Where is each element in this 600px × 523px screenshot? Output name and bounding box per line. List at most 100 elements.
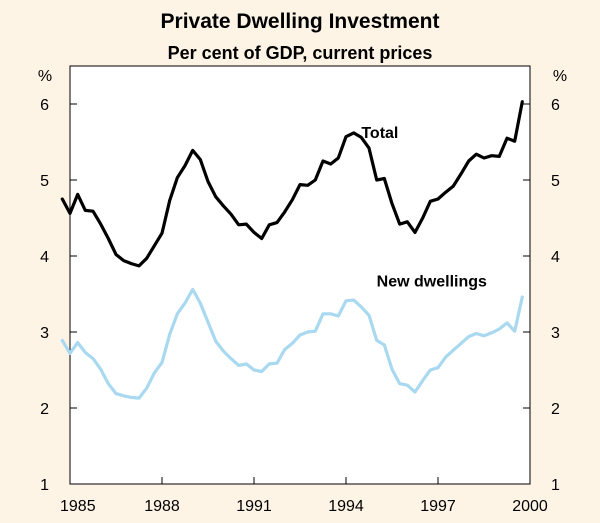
data-point-total [84, 209, 86, 211]
data-point-new-dwellings [422, 380, 424, 382]
data-point-total [245, 223, 247, 225]
data-point-new-dwellings [322, 313, 324, 315]
data-point-total [475, 153, 477, 155]
data-point-new-dwellings [100, 368, 102, 370]
data-point-new-dwellings [291, 342, 293, 344]
right-axis-unit: % [553, 68, 567, 85]
data-point-total [61, 198, 63, 200]
data-point-new-dwellings [498, 328, 500, 330]
data-point-new-dwellings [307, 331, 309, 333]
data-point-new-dwellings [207, 321, 209, 323]
data-point-new-dwellings [176, 313, 178, 315]
data-point-total [437, 198, 439, 200]
data-point-new-dwellings [92, 358, 94, 360]
data-point-new-dwellings [284, 349, 286, 350]
data-point-total [521, 101, 523, 103]
y-tick-label-right: 6 [551, 97, 560, 114]
data-point-new-dwellings [337, 315, 339, 317]
data-point-new-dwellings [460, 342, 462, 344]
x-tick-label: 1991 [236, 498, 272, 515]
data-point-total [176, 177, 178, 179]
data-point-total [215, 196, 217, 198]
data-point-total [483, 157, 485, 159]
data-point-new-dwellings [353, 299, 355, 301]
data-point-new-dwellings [245, 363, 247, 365]
data-point-total [261, 238, 263, 239]
data-point-total [115, 254, 117, 255]
data-point-new-dwellings [514, 330, 516, 332]
data-point-new-dwellings [483, 335, 485, 337]
data-point-total [391, 203, 393, 205]
data-point-new-dwellings [222, 350, 224, 352]
data-point-total [399, 223, 401, 225]
data-point-new-dwellings [199, 302, 201, 304]
data-point-new-dwellings [276, 362, 278, 364]
data-point-new-dwellings [491, 332, 493, 334]
data-point-total [376, 179, 378, 181]
y-tick-label-left: 6 [40, 97, 49, 114]
y-tick-label-right: 3 [551, 325, 560, 342]
left-axis-unit: % [38, 68, 52, 85]
data-point-total [299, 184, 301, 186]
data-point-new-dwellings [130, 396, 132, 398]
data-point-new-dwellings [368, 314, 370, 316]
data-point-new-dwellings [77, 342, 79, 344]
data-point-new-dwellings [69, 352, 71, 354]
x-tick-label: 1997 [420, 498, 456, 515]
y-tick-label-left: 4 [40, 249, 49, 266]
data-point-total [498, 155, 500, 157]
data-point-new-dwellings [169, 333, 171, 335]
data-point-total [468, 160, 470, 162]
data-point-new-dwellings [184, 302, 186, 304]
data-point-new-dwellings [475, 333, 477, 334]
data-point-total [460, 173, 462, 175]
data-point-new-dwellings [153, 372, 155, 374]
data-point-new-dwellings [107, 383, 109, 385]
y-tick-label-right: 2 [551, 401, 560, 418]
data-point-new-dwellings [376, 339, 378, 341]
data-point-total [330, 163, 332, 165]
data-point-new-dwellings [215, 340, 217, 342]
data-point-new-dwellings [383, 344, 385, 346]
data-point-total [238, 224, 240, 226]
data-point-total [360, 136, 362, 138]
data-point-total [368, 147, 370, 149]
data-point-new-dwellings [299, 334, 301, 336]
data-point-total [222, 205, 224, 207]
series-label-total: Total [361, 125, 398, 142]
data-point-new-dwellings [330, 313, 332, 315]
plot-area [69, 65, 531, 485]
data-point-total [445, 191, 447, 193]
data-point-new-dwellings [414, 391, 416, 393]
data-point-total [337, 157, 339, 159]
data-point-total [192, 149, 194, 151]
data-point-total [422, 217, 424, 219]
data-point-total [69, 212, 71, 214]
data-point-total [253, 231, 255, 233]
series-label-new-dwellings: New dwellings [377, 273, 487, 290]
data-point-new-dwellings [452, 349, 454, 351]
data-point-new-dwellings [261, 371, 263, 372]
data-point-new-dwellings [268, 363, 270, 365]
data-point-total [314, 179, 316, 181]
data-point-new-dwellings [238, 364, 240, 366]
data-point-new-dwellings [314, 330, 316, 332]
chart-subtitle: Per cent of GDP, current prices [168, 43, 433, 63]
data-point-new-dwellings [146, 387, 148, 389]
data-point-total [130, 263, 132, 265]
data-point-total [353, 132, 355, 134]
data-point-total [161, 232, 163, 234]
data-point-total [100, 223, 102, 225]
y-tick-label-right: 1 [551, 477, 560, 494]
data-point-new-dwellings [192, 288, 194, 290]
data-point-new-dwellings [391, 368, 393, 370]
data-point-total [107, 238, 109, 239]
series-line-total [60, 100, 524, 268]
data-point-new-dwellings [437, 367, 439, 369]
data-point-new-dwellings [345, 300, 347, 302]
data-point-new-dwellings [468, 336, 470, 338]
data-point-total [322, 160, 324, 162]
data-point-total [383, 178, 385, 179]
data-point-total [184, 165, 186, 167]
